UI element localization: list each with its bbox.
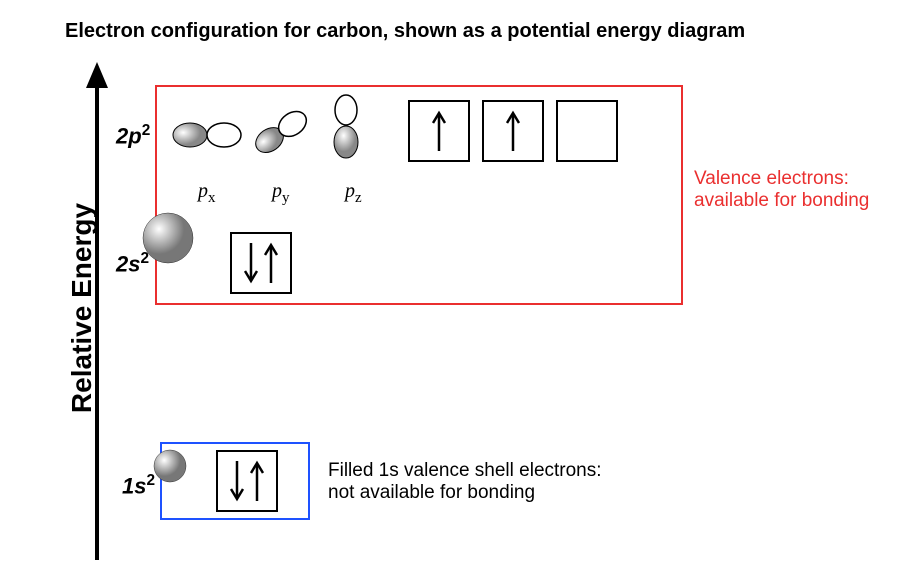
pz-orbital-icon	[328, 94, 364, 160]
pz-label: pz	[345, 180, 362, 207]
sphere-1s-icon	[153, 449, 187, 483]
core-annotation-line1: Filled 1s valence shell electrons:	[328, 460, 602, 482]
electron-box-2p-3	[556, 100, 618, 162]
label-2p: 2p2	[116, 122, 150, 149]
valence-annotation-line1: Valence electrons:	[694, 168, 869, 190]
sphere-2s-icon	[142, 212, 194, 264]
label-1s: 1s2	[122, 472, 155, 499]
valence-annotation-line2: available for bonding	[694, 190, 869, 212]
core-annotation: Filled 1s valence shell electrons: not a…	[328, 460, 602, 504]
px-label: px	[198, 180, 216, 207]
valence-annotation: Valence electrons: available for bonding	[694, 168, 869, 212]
y-axis-label: Relative Energy	[66, 178, 98, 438]
electron-box-1s	[216, 450, 278, 512]
py-orbital-icon	[250, 104, 312, 160]
electron-box-2p-2	[482, 100, 544, 162]
px-orbital-icon	[172, 118, 244, 152]
py-label: py	[272, 180, 290, 207]
core-annotation-line2: not available for bonding	[328, 482, 602, 504]
electron-box-2p-1	[408, 100, 470, 162]
diagram-title: Electron configuration for carbon, shown…	[65, 20, 745, 43]
electron-box-2s	[230, 232, 292, 294]
